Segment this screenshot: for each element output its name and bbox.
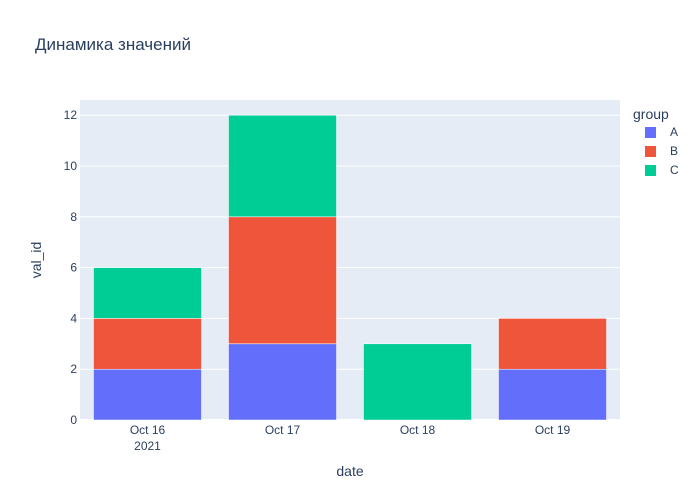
legend-label-c[interactable]: C — [670, 163, 679, 177]
bar-segment-a[interactable] — [93, 368, 202, 421]
legend-items: ABC — [645, 125, 679, 177]
bar-segment-b[interactable] — [228, 216, 337, 345]
y-tick-label: 4 — [70, 311, 77, 325]
legend-swatch-c[interactable] — [645, 165, 656, 176]
y-tick-label: 6 — [70, 261, 77, 275]
x-axis-ticks: Oct 16 Oct 17 Oct 18 Oct 19 — [130, 423, 571, 437]
x-tick-label: Oct 19 — [535, 423, 571, 437]
legend-swatch-a[interactable] — [645, 127, 656, 138]
bar-segment-b[interactable] — [93, 318, 202, 370]
y-axis-title: val_id — [28, 242, 44, 279]
bar-segment-c[interactable] — [363, 343, 472, 421]
y-tick-label: 8 — [70, 210, 77, 224]
x-tick-label: Oct 17 — [265, 423, 301, 437]
bar-segment-a[interactable] — [498, 368, 607, 421]
bar-segment-a[interactable] — [228, 343, 337, 421]
y-tick-label: 10 — [64, 159, 78, 173]
y-tick-label: 0 — [70, 413, 77, 427]
bar-segment-c[interactable] — [228, 114, 337, 218]
chart-title: Динамика значений — [35, 35, 191, 54]
bars — [93, 114, 607, 421]
x-tick-label: Oct 16 — [130, 423, 166, 437]
legend-label-b[interactable]: B — [670, 144, 678, 158]
bar-segment-c[interactable] — [93, 267, 202, 319]
x-tick-label: Oct 18 — [400, 423, 436, 437]
x-axis-year-label: 2021 — [134, 439, 161, 453]
legend: group ABC — [633, 106, 679, 177]
y-tick-label: 2 — [70, 362, 77, 376]
y-tick-label: 12 — [64, 108, 78, 122]
x-axis-title: date — [336, 463, 363, 479]
y-axis-ticks: 0 2 4 6 8 10 12 — [64, 108, 78, 427]
bar-segment-b[interactable] — [498, 318, 607, 370]
legend-swatch-b[interactable] — [645, 146, 656, 157]
legend-title: group — [633, 106, 669, 122]
legend-label-a[interactable]: A — [670, 125, 678, 139]
